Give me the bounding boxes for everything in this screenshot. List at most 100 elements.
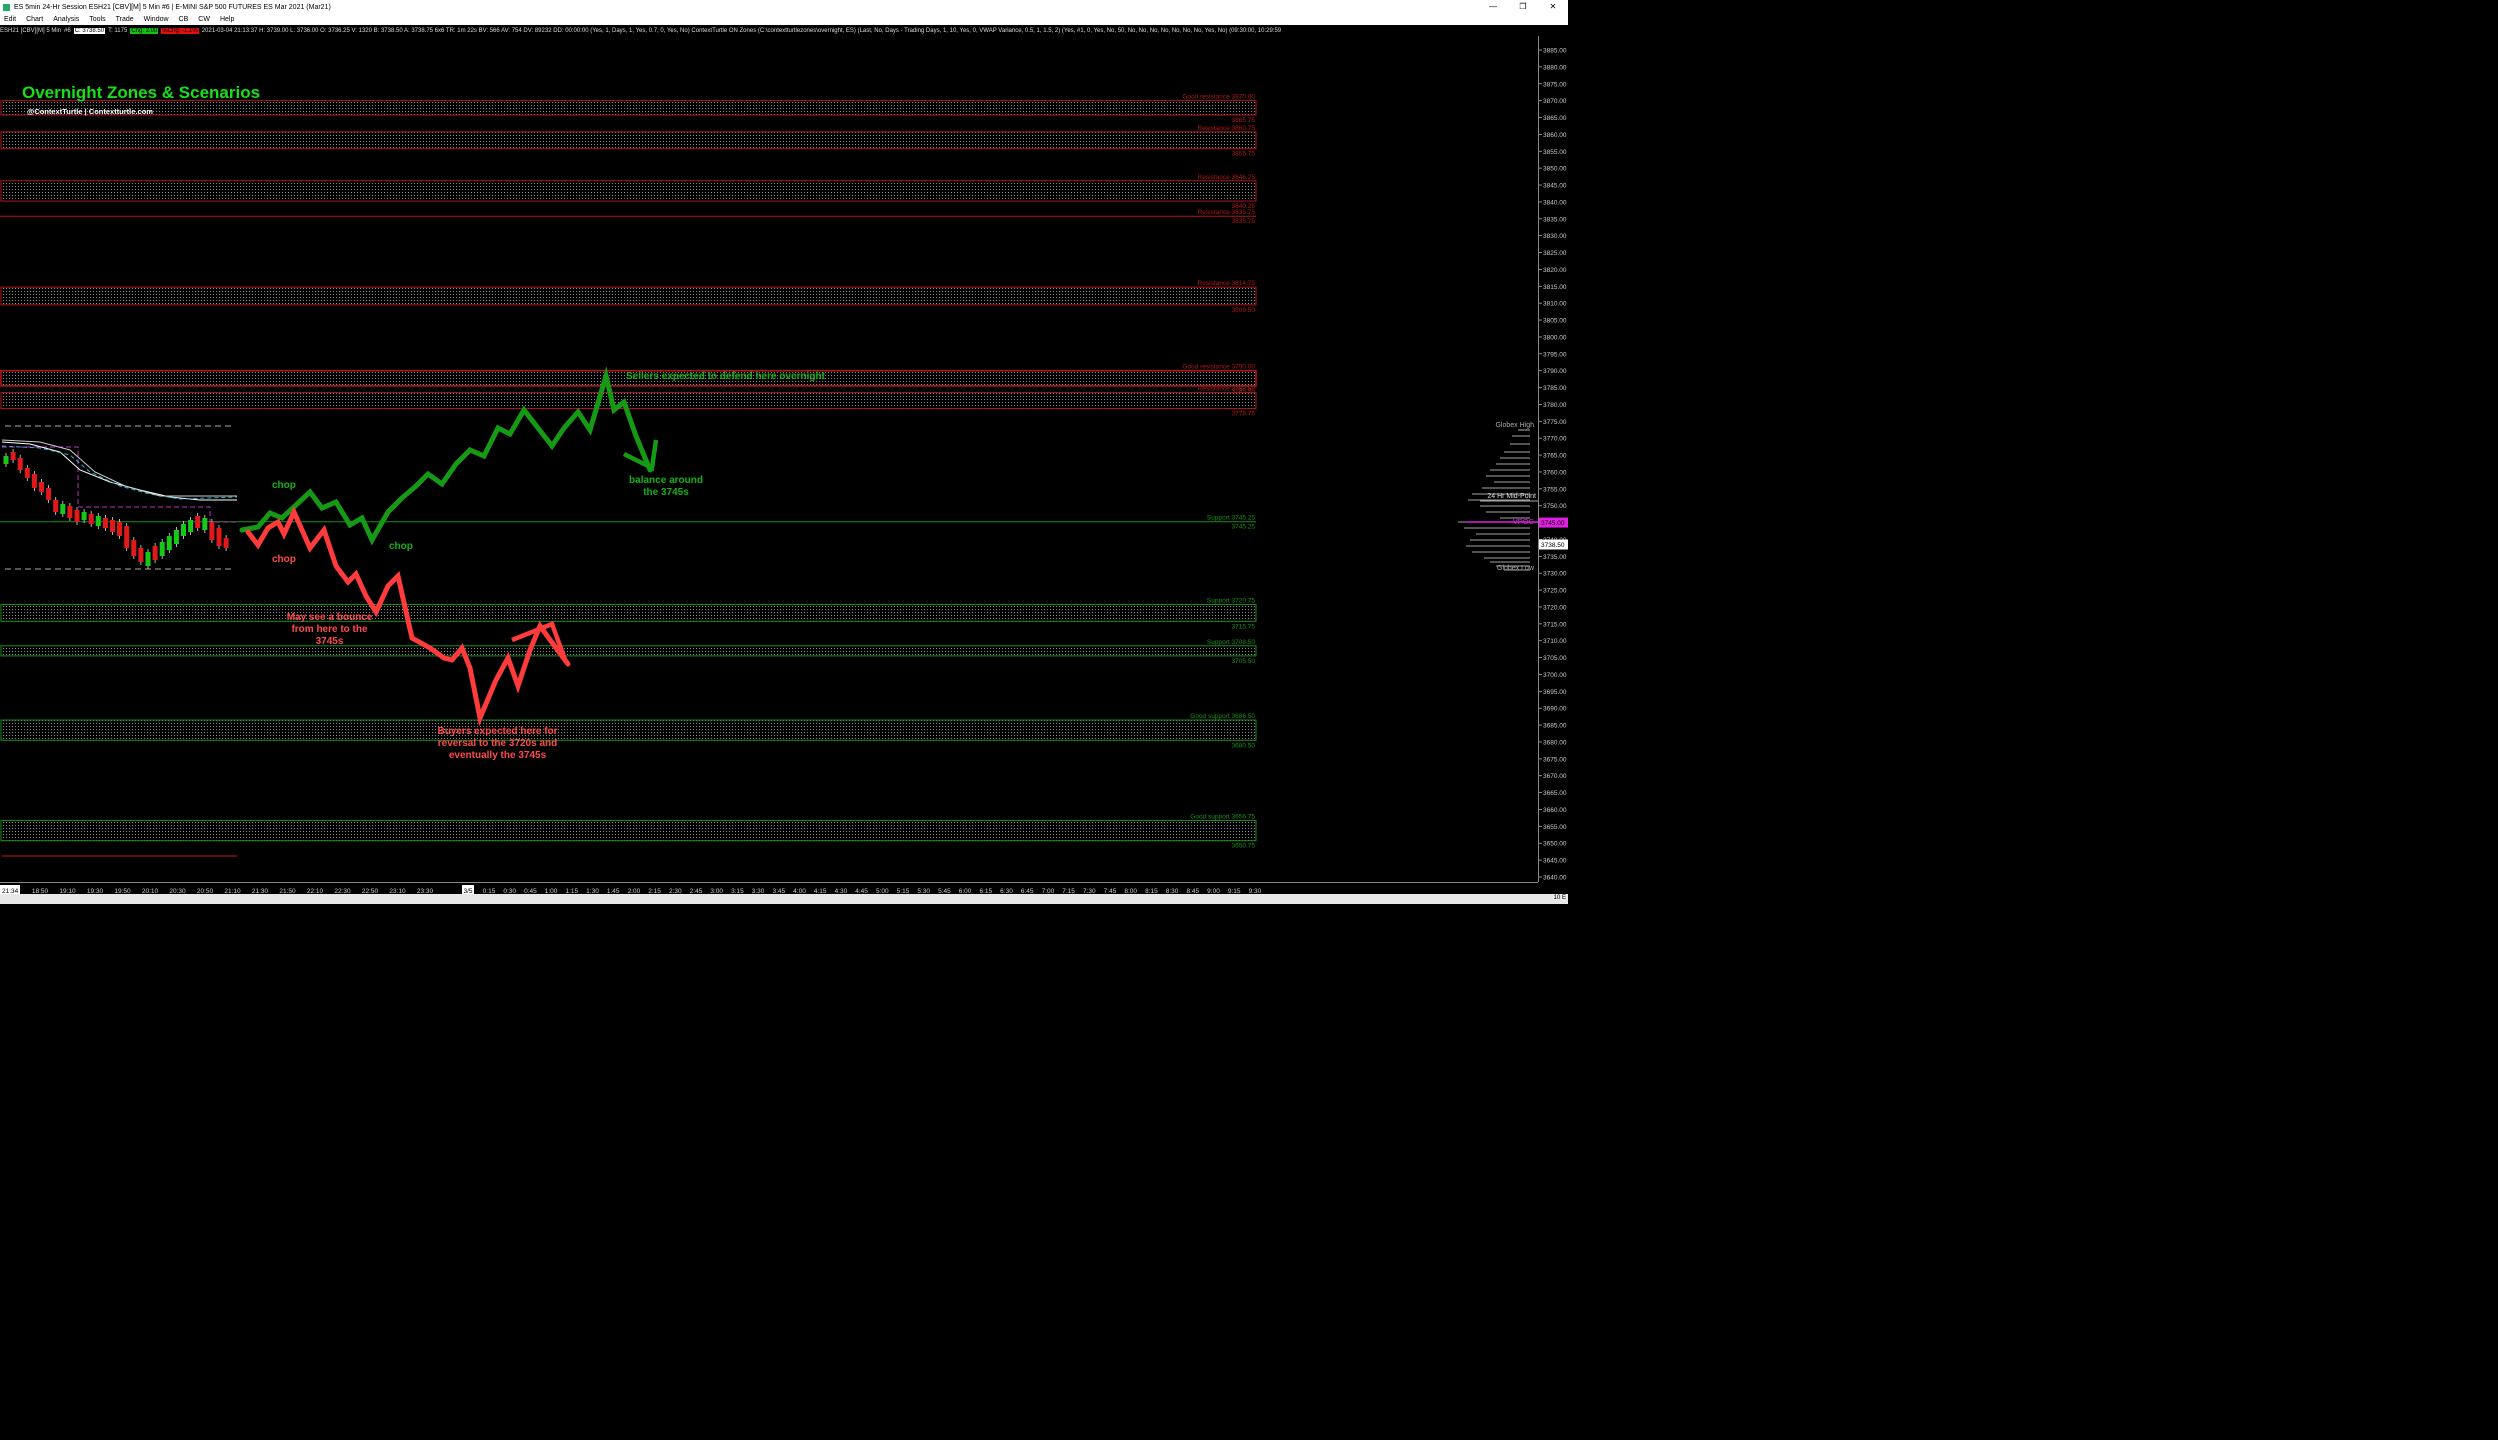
symbol-label[interactable]: ESH21 [CBV][M] 5 Min	[0, 27, 62, 34]
candle-body-13	[95, 516, 101, 526]
zone-lower-label-1: 3855.75	[1232, 151, 1256, 158]
next-day-time-10: 2:45	[690, 888, 703, 895]
price-tick-label-8: 3845.00	[1543, 183, 1567, 190]
price-tick-label-44: 3665.00	[1543, 790, 1567, 797]
candle-body-22	[159, 542, 165, 556]
zone-lower-label-9: 3705.50	[1232, 658, 1256, 665]
next-day-box	[462, 885, 474, 895]
menu-window[interactable]: Window	[143, 16, 169, 23]
minimize-button[interactable]: —	[1489, 2, 1497, 11]
menu-chart[interactable]: Chart	[26, 16, 44, 23]
next-day-time-31: 8:00	[1124, 888, 1137, 895]
next-day-time-15: 4:00	[793, 888, 806, 895]
price-tick-label-17: 3800.00	[1543, 334, 1567, 341]
menu-bar: Edit Chart Analysis Tools Trade Window C…	[0, 14, 1568, 25]
next-day-time-13: 3:30	[752, 888, 765, 895]
price-axis[interactable]: 3885.00 3880.00 3875.00 3870.00 3865.00 3860.…	[1538, 36, 1569, 882]
time-label-11: 22:30	[334, 888, 351, 895]
next-day-time-36: 9:15	[1228, 888, 1241, 895]
price-tick-label-12: 3825.00	[1543, 250, 1567, 257]
note-buyers-line-3: eventually the 3745s	[448, 750, 547, 761]
mid-point-label: 24 Hr Mid-Point	[1487, 493, 1536, 500]
menu-tools[interactable]: Tools	[89, 16, 106, 23]
note-sellers: Sellers expected to defend here overnigh…	[626, 371, 825, 382]
zone-box-1	[0, 131, 1257, 150]
price-tick-label-18: 3795.00	[1543, 351, 1567, 358]
candle-body-16	[117, 522, 123, 536]
moving-average-line	[1, 445, 238, 500]
zone-box-6	[0, 392, 1257, 410]
note-bounce-line-1: May see a bounce	[286, 612, 373, 623]
menu-trade[interactable]: Trade	[115, 16, 134, 23]
menu-analysis[interactable]: Analysis	[53, 16, 80, 23]
time-label-14: 23:30	[417, 888, 434, 895]
price-axis-canvas: 3885.00 3880.00 3875.00 3870.00 3865.00 3860.…	[1539, 48, 1568, 882]
vwap-line	[1, 441, 237, 501]
next-day-time-24: 6:15	[979, 888, 992, 895]
change-badge: Chg: 2.00	[130, 27, 159, 34]
next-day-time-14: 3:45	[772, 888, 785, 895]
price-tick-label-24: 3765.00	[1543, 453, 1567, 460]
note-chop-green-1: chop	[272, 480, 296, 491]
bullish-arrow-head	[622, 439, 659, 472]
next-day-time-16: 4:15	[814, 888, 827, 895]
price-tick-label-38: 3695.00	[1543, 689, 1567, 696]
price-tick-label-47: 3650.00	[1543, 841, 1567, 848]
candle-body-9	[67, 506, 73, 518]
price-chart[interactable]: Good resistance 3870.00 3865.75 Resistance…	[0, 36, 1540, 882]
next-day-time-6: 1:45	[607, 888, 620, 895]
next-day-time-21: 5:30	[917, 888, 930, 895]
menu-cw[interactable]: CW	[198, 16, 210, 23]
note-bounce: May see a bounce from here to the 3745s	[272, 612, 387, 648]
globex-high-label: Globex High	[1495, 422, 1534, 429]
zone-label-7: Support 3745.25	[1207, 515, 1255, 522]
candle-body-4	[31, 474, 37, 488]
price-tick-label-21: 3780.00	[1543, 402, 1567, 409]
session-average-line	[1, 439, 237, 497]
globex-low-label: Globex Low	[1497, 565, 1535, 572]
menu-help[interactable]: Help	[219, 16, 235, 23]
candle-body-1	[10, 452, 16, 460]
candle-body-7	[53, 500, 59, 512]
restore-button[interactable]: ❐	[1519, 2, 1527, 11]
candle-body-19	[138, 548, 144, 562]
corner-label: 10 E	[1553, 895, 1566, 901]
window-controls: — ❐ ✕	[1478, 0, 1568, 14]
bearish-scenario-arrow	[245, 505, 571, 727]
candle-body-17	[124, 526, 130, 548]
chart-subheading: @ContextTurtle | Contextturtle.com	[27, 107, 153, 116]
next-day-time-7: 2:00	[628, 888, 641, 895]
chart-canvas[interactable]: Good resistance 3870.003865.75Resistance…	[0, 36, 1540, 882]
study-details: 2021-03-04 21:13:37 H: 3739.00 L: 3736.0…	[201, 27, 1282, 34]
next-day-time-27: 7:00	[1042, 888, 1055, 895]
window-title: ES 5min 24-Hr Session ESH21 [CBV][M] 5 M…	[14, 3, 331, 11]
next-day-time-18: 4:45	[855, 888, 868, 895]
zone-lower-label-0: 3865.75	[1232, 117, 1256, 124]
price-tick-label-2: 3875.00	[1543, 81, 1567, 88]
next-day-time-4: 1:15	[565, 888, 578, 895]
bearish-arrow-head	[511, 621, 569, 663]
bottom-status-bar: 10 E	[0, 894, 1568, 904]
price-tick-label-36: 3705.00	[1543, 655, 1567, 662]
pct-change-badge: %Chg: -1.1%	[161, 27, 199, 34]
note-buyers-line-2: reversal to the 3720s and	[437, 738, 558, 749]
price-tick-label-43: 3670.00	[1543, 773, 1567, 780]
next-day-time-9: 2:30	[669, 888, 682, 895]
candle-body-3	[24, 468, 30, 478]
tick-count: T: 1175	[108, 27, 128, 34]
menu-cb[interactable]: CB	[178, 16, 189, 23]
price-tick-label-40: 3685.00	[1543, 723, 1567, 730]
price-tick-label-7: 3850.00	[1543, 166, 1567, 173]
price-tick-label-46: 3655.00	[1543, 824, 1567, 831]
next-day-time-29: 7:30	[1083, 888, 1096, 895]
time-axis[interactable]: 21:34 18:50 19:10 19:30 19:50 20:10 20:30 20:50…	[0, 882, 1538, 895]
zone-label-8: Support 3720.75	[1207, 597, 1255, 604]
zone-label-9: Support 3708.50	[1207, 639, 1255, 646]
note-bounce-line-3: 3745s	[315, 636, 344, 647]
first-time-box	[0, 885, 20, 895]
close-button[interactable]: ✕	[1549, 2, 1557, 11]
menu-edit[interactable]: Edit	[4, 16, 17, 23]
price-tick-label-30: 3735.00	[1543, 554, 1567, 561]
price-tick-label-9: 3840.00	[1543, 199, 1567, 206]
next-day-time-32: 8:15	[1145, 888, 1158, 895]
